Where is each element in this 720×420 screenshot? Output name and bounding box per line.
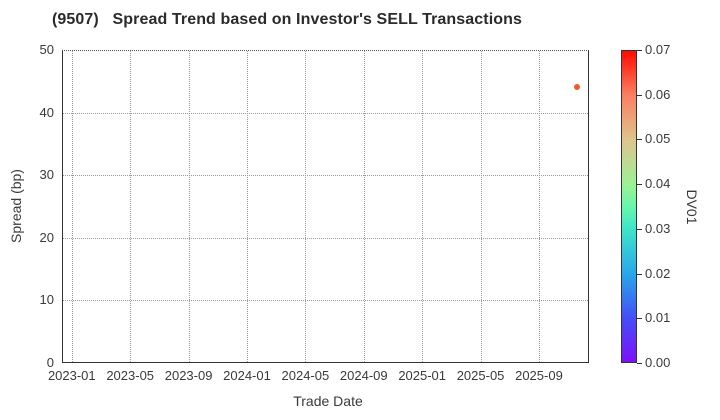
y-gridline xyxy=(63,175,588,177)
colorbar-tick xyxy=(637,94,642,96)
y-tick-label: 50 xyxy=(39,42,54,57)
colorbar-tick xyxy=(637,363,642,364)
colorbar-tick-label: 0.00 xyxy=(645,355,671,370)
colorbar-tick-label: 0.04 xyxy=(645,176,671,192)
colorbar xyxy=(621,50,637,363)
x-gridline xyxy=(538,51,540,362)
y-gridline xyxy=(63,237,588,239)
x-tick-label: 2025-05 xyxy=(456,368,505,383)
x-gridline xyxy=(246,51,248,362)
x-gridline xyxy=(188,51,190,362)
y-tick-label: 20 xyxy=(39,229,54,245)
y-gridline xyxy=(63,112,588,114)
x-gridline xyxy=(130,51,132,362)
colorbar-tick-label: 0.02 xyxy=(645,265,671,281)
colorbar-tick-label: 0.07 xyxy=(645,42,671,57)
colorbar-tick xyxy=(637,273,642,275)
y-gridline xyxy=(63,300,588,302)
y-tick-label: 10 xyxy=(39,292,54,308)
x-axis-label: Trade Date xyxy=(293,393,363,409)
colorbar-tick-label: 0.01 xyxy=(645,310,671,326)
colorbar-tick xyxy=(637,184,642,186)
chart-title: (9507) Spread Trend based on Investor's … xyxy=(52,11,523,28)
colorbar-tick xyxy=(637,228,642,230)
x-tick-label: 2024-01 xyxy=(223,368,271,383)
x-tick-label: 2023-05 xyxy=(106,368,155,383)
y-tick-label: 0 xyxy=(46,355,54,370)
x-tick-label: 2024-05 xyxy=(281,368,330,383)
x-tick-label: 2023-01 xyxy=(47,368,96,383)
colorbar-tick xyxy=(637,139,642,141)
x-tick-label: 2023-09 xyxy=(164,368,213,383)
x-tick-label: 2024-09 xyxy=(339,368,388,383)
plot-area xyxy=(62,50,589,363)
y-tick-label: 30 xyxy=(39,167,54,183)
x-gridline xyxy=(305,51,307,362)
x-gridline xyxy=(480,51,482,362)
colorbar-label: DV01 xyxy=(684,189,700,225)
x-gridline xyxy=(71,51,73,362)
colorbar-tick-label: 0.05 xyxy=(645,131,671,147)
x-tick-label: 2025-01 xyxy=(398,368,447,383)
data-point xyxy=(573,83,580,90)
x-gridline xyxy=(422,51,424,362)
x-gridline xyxy=(363,51,365,362)
colorbar-tick xyxy=(637,50,642,51)
colorbar-tick-label: 0.03 xyxy=(645,220,671,236)
x-tick-label: 2025-09 xyxy=(515,368,563,383)
y-tick-label: 40 xyxy=(39,104,54,120)
colorbar-tick xyxy=(637,318,642,320)
colorbar-tick-label: 0.06 xyxy=(645,86,671,102)
